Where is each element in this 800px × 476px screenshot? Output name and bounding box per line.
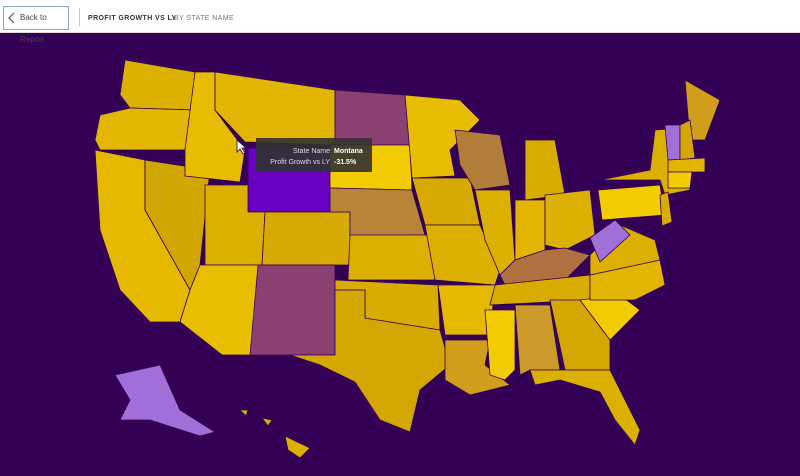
- state[interactable]: [284, 435, 311, 459]
- header-bar: Back to Report PROFIT GROWTH VS LY BY ST…: [0, 0, 800, 44]
- state[interactable]: [684, 79, 721, 141]
- state[interactable]: [529, 369, 641, 446]
- state[interactable]: [589, 219, 631, 263]
- cursor: [236, 139, 248, 155]
- state[interactable]: [544, 189, 596, 251]
- state[interactable]: [119, 59, 196, 111]
- state[interactable]: [659, 191, 673, 227]
- state[interactable]: [347, 234, 436, 281]
- visual-title: PROFIT GROWTH VS LY: [88, 15, 177, 22]
- state[interactable]: [664, 124, 681, 161]
- state[interactable]: [549, 299, 611, 371]
- state[interactable]: [667, 171, 693, 189]
- tooltip-label: State Name: [293, 148, 330, 155]
- state[interactable]: [484, 309, 516, 381]
- state[interactable]: [239, 409, 249, 417]
- state[interactable]: [249, 264, 336, 356]
- visual-subtitle: BY STATE NAME: [174, 15, 235, 22]
- state[interactable]: [524, 139, 566, 201]
- state[interactable]: [94, 107, 196, 151]
- state[interactable]: [411, 177, 481, 226]
- state[interactable]: [334, 89, 411, 146]
- back-arrow: [8, 12, 15, 24]
- state[interactable]: [597, 184, 666, 221]
- states: [94, 59, 721, 459]
- state[interactable]: [679, 119, 696, 161]
- state[interactable]: [261, 417, 273, 427]
- state[interactable]: [514, 199, 546, 261]
- back-button[interactable]: Back to Report: [3, 6, 69, 44]
- separator: [79, 8, 80, 26]
- tooltip: State Name Montana Profit Growth vs LY -…: [256, 138, 372, 172]
- state[interactable]: [454, 129, 511, 191]
- state[interactable]: [289, 289, 451, 433]
- state[interactable]: [424, 224, 501, 286]
- us-map: [94, 59, 721, 459]
- state[interactable]: [114, 364, 216, 437]
- state[interactable]: [667, 157, 706, 173]
- tooltip-label: Profit Growth vs LY: [270, 159, 330, 166]
- tooltip-value: -31.5%: [334, 159, 357, 166]
- back-label: Back to Report: [20, 13, 47, 44]
- state[interactable]: [261, 211, 351, 266]
- tooltip-value: Montana: [334, 148, 363, 155]
